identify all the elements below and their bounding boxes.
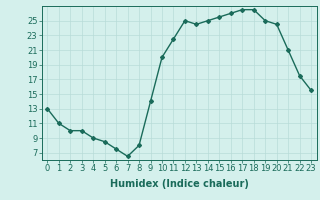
X-axis label: Humidex (Indice chaleur): Humidex (Indice chaleur) [110, 179, 249, 189]
